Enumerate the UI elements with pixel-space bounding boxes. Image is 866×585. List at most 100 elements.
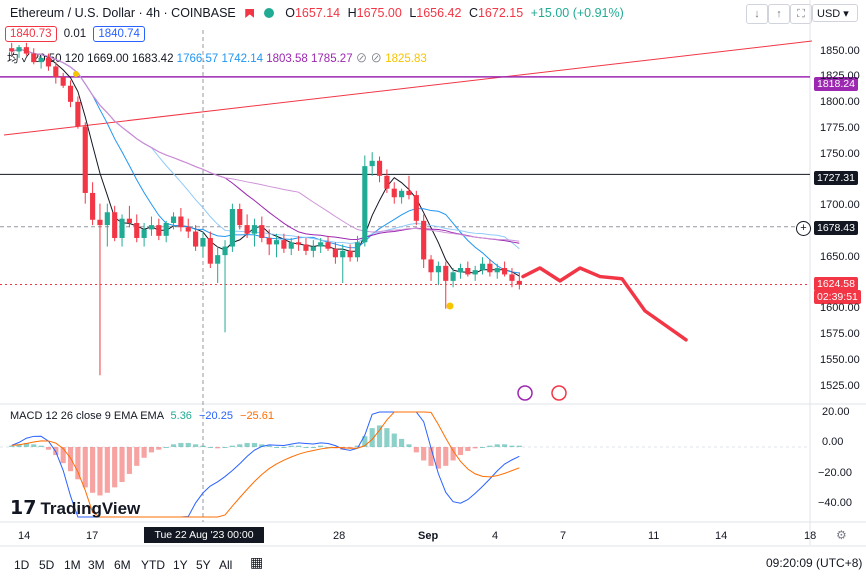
macd-hist-bar — [494, 444, 500, 447]
currency-select[interactable]: USD ▾ — [812, 4, 858, 22]
tf-3m[interactable]: 3M — [88, 558, 105, 572]
macd-hist-bar — [421, 447, 427, 461]
candle-body — [244, 225, 250, 234]
macd-hist-bar — [200, 445, 206, 447]
macd-hist-bar — [244, 442, 250, 447]
ma-legend[interactable]: 均 ✓ 20 50 120 1669.00 1683.42 1766.57 17… — [7, 53, 427, 65]
macd-hist-bar — [406, 444, 412, 447]
macd-hist-bar — [185, 442, 191, 447]
macd-hist-bar — [340, 447, 346, 450]
price-change: +15.00 (+0.91%) — [530, 6, 624, 20]
candle-body — [193, 231, 199, 247]
add-alert-icon[interactable]: + — [796, 221, 811, 236]
macd-hist-bar — [391, 433, 397, 447]
fullscreen-icon[interactable]: ⛶ — [790, 4, 812, 24]
candle-body — [384, 175, 390, 189]
sell-button[interactable]: 1840.73 — [5, 26, 57, 42]
candle-body — [251, 225, 258, 234]
tf-5d[interactable]: 5D — [39, 558, 55, 572]
tf-1m[interactable]: 1M — [64, 558, 81, 572]
crosshair-price-label: 1678.43 — [814, 221, 858, 235]
macd-hist-bar — [472, 447, 478, 449]
candle-body — [421, 220, 427, 260]
macd-hist-bar — [163, 447, 169, 448]
tf-1d[interactable]: 1D — [14, 558, 30, 572]
x-tick: 7 — [560, 530, 567, 542]
price-tick: 1775.00 — [820, 122, 860, 134]
macd-hist-bar — [193, 444, 199, 447]
arrow-up-icon[interactable]: ↑ — [768, 4, 790, 24]
macd-hist-bar — [318, 445, 324, 447]
candle-body — [45, 57, 52, 67]
date-range-icon[interactable]: ▦ — [250, 554, 264, 570]
macd-legend[interactable]: MACD 12 26 close 9 EMA EMA 5.36 −20.25 −… — [10, 410, 274, 422]
macd-hist-bar — [156, 447, 162, 450]
candle-body — [38, 57, 44, 63]
candle-body — [119, 218, 125, 238]
high-marker — [73, 71, 79, 77]
macd-hist-bar — [273, 447, 280, 448]
x-tick: Sep — [418, 530, 439, 542]
macd-hist-bar — [215, 447, 221, 449]
candle-body — [82, 126, 88, 193]
macd-hist-bar — [384, 428, 390, 447]
hline-label-2: 1727.31 — [814, 171, 858, 185]
macd-hist-bar — [354, 445, 361, 447]
candle-body — [185, 227, 191, 232]
macd-hist-bar — [237, 444, 243, 447]
macd-hist-bar — [141, 447, 147, 458]
candle-body — [170, 216, 177, 223]
x-tick: 28 — [333, 530, 346, 542]
macd-hist-bar — [362, 436, 368, 447]
bookmark-icon[interactable] — [245, 9, 255, 18]
candle-body — [413, 195, 419, 221]
candle-body — [16, 47, 22, 52]
countdown-label: 02:39:51 — [814, 290, 861, 304]
candle-body — [215, 255, 221, 264]
candle-body — [303, 244, 309, 251]
candle-body — [472, 270, 478, 275]
macd-hist-bar — [112, 447, 118, 488]
tf-1y[interactable]: 1Y — [173, 558, 188, 572]
macd-hist-bar — [45, 447, 52, 450]
candle-body — [134, 222, 140, 238]
arrow-down-icon[interactable]: ↓ — [746, 4, 768, 24]
candle-body — [376, 160, 383, 176]
last-price-label: 1624.58 — [814, 277, 858, 291]
tf-6m[interactable]: 6M — [114, 558, 131, 572]
tf-ytd[interactable]: YTD — [141, 558, 165, 572]
macd-hist-bar — [126, 447, 132, 474]
x-tick: 14 — [18, 530, 31, 542]
candle-body — [141, 229, 147, 238]
macd-hist-bar — [435, 447, 441, 469]
timeframe-bar: 1D 5D 1M 3M 6M YTD 1Y 5Y All ▦ — [0, 548, 866, 578]
macd-hist-bar — [288, 445, 294, 447]
settings-icon[interactable]: ⚙ — [836, 528, 847, 542]
candle-body — [428, 259, 434, 273]
ma-line-4 — [11, 48, 520, 242]
candle-body — [450, 272, 456, 281]
buy-button[interactable]: 1840.74 — [93, 26, 145, 42]
ma-line-0 — [11, 48, 520, 277]
candle-body — [318, 242, 324, 247]
macd-line — [11, 411, 520, 518]
symbol-title[interactable]: Ethereum / U.S. Dollar · 4h · COINBASE O… — [10, 6, 624, 20]
macd-hist-bar — [9, 445, 15, 447]
macd-hist-bar — [296, 445, 302, 447]
macd-hist-bar — [104, 447, 110, 493]
ohlc-low: 1656.42 — [416, 6, 462, 20]
macd-hist-bar — [97, 447, 103, 496]
macd-hist-bar — [502, 444, 508, 447]
candle-body — [487, 263, 493, 273]
price-tick: 1800.00 — [820, 96, 860, 108]
x-tick: 4 — [492, 530, 499, 542]
tf-all[interactable]: All — [219, 558, 233, 572]
macd-hist-bar — [450, 447, 456, 461]
candle-body — [465, 267, 471, 275]
ma-line-1 — [11, 48, 520, 274]
tf-5y[interactable]: 5Y — [196, 558, 211, 572]
candle-body — [60, 77, 66, 86]
candle-body — [259, 225, 265, 238]
forecast-path — [521, 266, 688, 342]
